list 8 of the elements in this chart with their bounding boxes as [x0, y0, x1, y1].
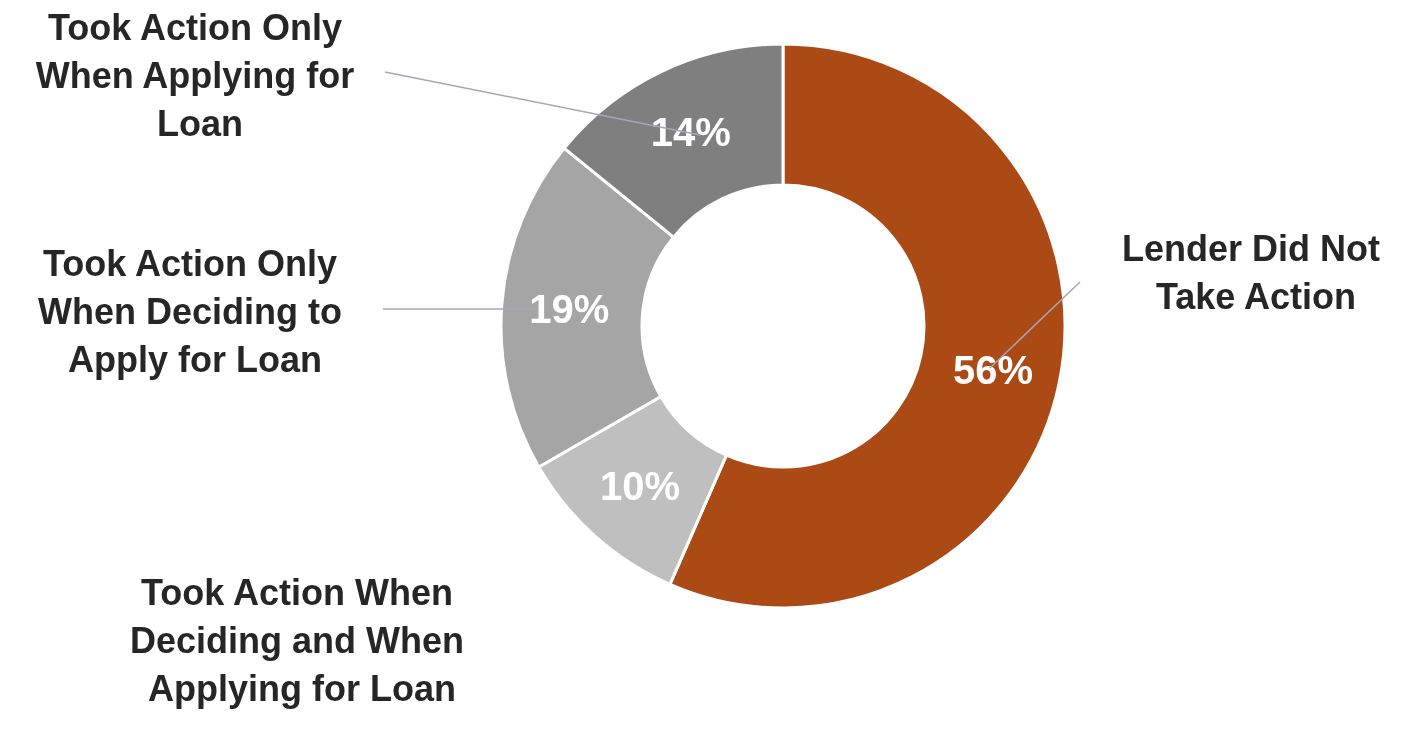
slice-label: Took Action Only When Applying for Loan — [35, 6, 365, 144]
data-label: 19% — [529, 287, 610, 331]
data-label: 56% — [952, 347, 1033, 392]
slice-label: Lender Did Not Take Action — [1122, 227, 1390, 317]
slice-label: Took Action Only When Deciding to Apply for Loan — [38, 242, 352, 380]
data-label: 10% — [599, 463, 681, 508]
slice-label: Took Action When Deciding and When Applying for Loan — [129, 571, 475, 709]
data-label: 14% — [650, 110, 731, 155]
